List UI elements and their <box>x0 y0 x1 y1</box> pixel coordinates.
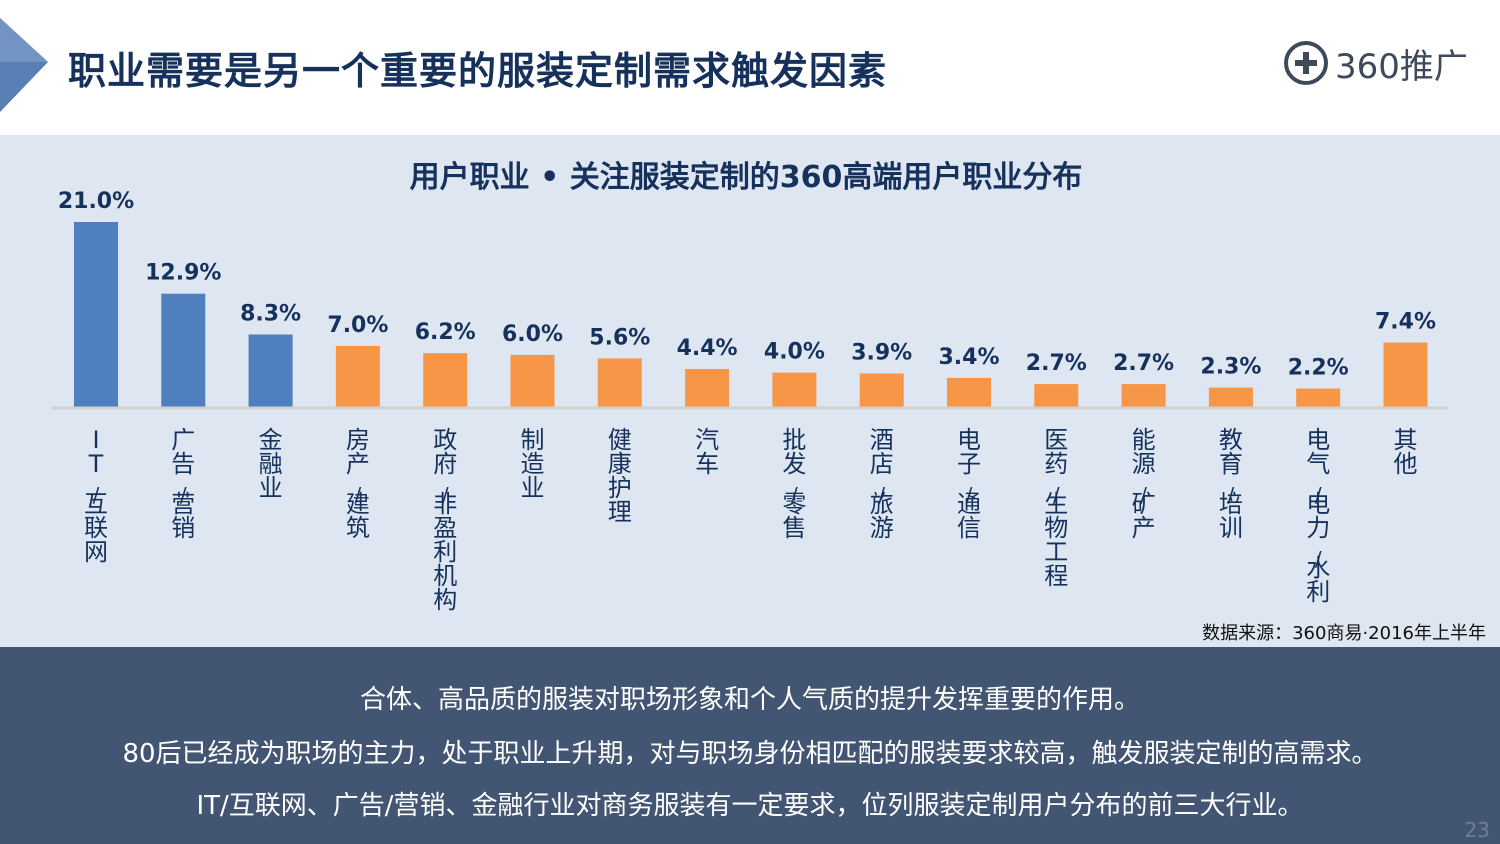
bar-7 <box>685 369 730 408</box>
value-label-1: 12.9% <box>145 261 221 286</box>
category-label-13: 教育/培训 <box>1219 426 1243 542</box>
page-number: 23 <box>1464 818 1490 842</box>
source-note: 数据来源：360商易·2016年上半年 <box>1202 623 1486 644</box>
category-label-1: 广告/营销 <box>171 426 195 542</box>
bar-0 <box>74 222 118 408</box>
page-title: 职业需要是另一个重要的服装定制需求触发因素 <box>68 49 888 93</box>
bar-chart: 用户职业 • 关注服装定制的360高端用户职业分布 21.0% I T/互联网 12.… <box>52 160 1448 614</box>
bar-13 <box>1208 387 1253 408</box>
category-label-9: 酒店/旅游 <box>870 426 894 542</box>
category-label-12: 能源/矿产 <box>1132 426 1156 542</box>
category-label-14: 电气/电力/水利 <box>1306 426 1330 606</box>
footer-line-1: 合体、高品质的服装对职场形象和个人气质的提升发挥重要的作用。 <box>359 685 1140 715</box>
chart-panel: 用户职业 • 关注服装定制的360高端用户职业分布 21.0% I T/互联网 12.… <box>0 135 1500 647</box>
bar-2 <box>248 334 293 408</box>
bar-4 <box>423 353 468 408</box>
value-label-4: 6.2% <box>415 320 476 345</box>
category-label-10: 电子/通信 <box>957 426 981 542</box>
value-label-3: 7.0% <box>327 313 388 338</box>
bar-15 <box>1383 342 1428 408</box>
value-label-14: 2.2% <box>1288 356 1349 381</box>
category-label-0: I T/互联网 <box>84 426 108 566</box>
value-label-10: 3.4% <box>938 345 999 370</box>
header: 职业需要是另一个重要的服装定制需求触发因素 360推广 <box>0 0 1500 135</box>
category-label-4: 政府/非盈利机构 <box>433 426 457 614</box>
bar-12 <box>1121 384 1166 408</box>
bar-5 <box>510 354 555 408</box>
category-label-2: 金融业 <box>259 426 283 502</box>
bar-10 <box>947 377 991 408</box>
value-label-0: 21.0% <box>58 189 134 214</box>
value-label-5: 6.0% <box>502 322 563 347</box>
logo: 360推广 <box>1283 40 1468 87</box>
value-label-12: 2.7% <box>1113 351 1174 376</box>
category-label-6: 健康护理 <box>608 426 632 526</box>
footer-line-3: IT/互联网、广告/营销、金融行业对商务服装有一定要求，位列服装定制用户分布的前… <box>196 791 1304 821</box>
bar-8 <box>772 372 817 408</box>
value-label-7: 4.4% <box>677 336 738 361</box>
bar-6 <box>597 358 642 408</box>
category-label-5: 制造业 <box>521 426 545 502</box>
value-label-8: 4.0% <box>764 340 825 365</box>
plus-circle-icon <box>1284 41 1328 85</box>
footer-line-2: 80后已经成为职场的主力，处于职业上升期，对与职场身份相匹配的服装要求较高，触发… <box>122 739 1378 769</box>
value-label-2: 8.3% <box>240 302 301 327</box>
chart-title: 用户职业 • 关注服装定制的360高端用户职业分布 <box>410 160 1083 195</box>
value-label-9: 3.9% <box>851 341 912 366</box>
value-label-15: 7.4% <box>1375 310 1436 335</box>
value-label-13: 2.3% <box>1200 355 1261 380</box>
category-label-15: 其他 <box>1394 426 1418 478</box>
bar-14 <box>1296 388 1341 408</box>
bar-1 <box>161 293 206 408</box>
category-label-8: 批发/零售 <box>782 426 806 542</box>
value-label-6: 5.6% <box>589 325 650 350</box>
logo-text: 360推广 <box>1335 46 1468 87</box>
bar-11 <box>1034 384 1079 408</box>
category-label-7: 汽车 <box>695 426 719 478</box>
arrow-decoration <box>0 18 48 112</box>
footer-panel: 合体、高品质的服装对职场形象和个人气质的提升发挥重要的作用。 80后已经成为职场… <box>0 647 1500 844</box>
value-label-11: 2.7% <box>1026 351 1087 376</box>
category-label-11: 医药/生物工程 <box>1044 426 1068 590</box>
bar-3 <box>335 346 380 408</box>
bar-9 <box>859 373 904 408</box>
category-label-3: 房产/建筑 <box>346 426 370 542</box>
